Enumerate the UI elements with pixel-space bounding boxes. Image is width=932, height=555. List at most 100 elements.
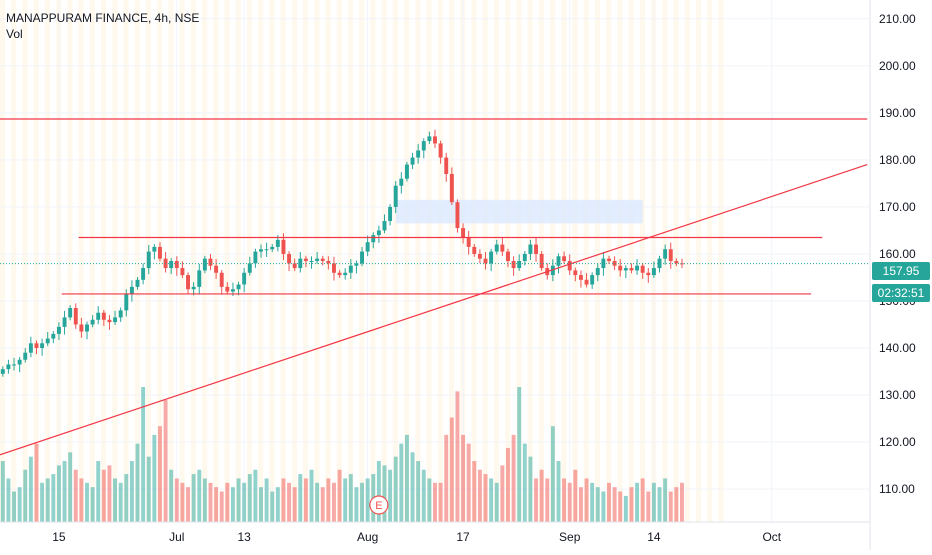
price-tick-label: 190.00 <box>879 106 916 120</box>
session-band <box>639 0 645 522</box>
session-band <box>67 0 73 522</box>
candle-body <box>483 258 488 264</box>
volume-bar <box>17 487 22 522</box>
time-tick-label: 13 <box>237 530 251 544</box>
volume-bar <box>315 482 320 522</box>
session-band <box>179 0 185 522</box>
volume-bar <box>0 461 5 522</box>
volume-bar <box>34 443 39 522</box>
candle-body <box>219 272 224 287</box>
volume-bar <box>174 478 179 522</box>
candle-body <box>376 230 381 236</box>
volume-bar <box>303 478 308 522</box>
volume-bar <box>455 391 460 522</box>
time-tick-label: Oct <box>762 530 781 544</box>
volume-bar <box>556 461 561 522</box>
volume-bar <box>68 452 73 522</box>
candle-body <box>472 246 477 254</box>
candle-body <box>556 256 561 266</box>
candle-body <box>174 261 179 269</box>
volume-bar <box>550 426 555 522</box>
volume-label: Vol <box>6 27 23 41</box>
session-band <box>33 0 39 522</box>
session-band <box>392 0 398 522</box>
candle-body <box>118 310 123 318</box>
candle-body <box>410 157 415 165</box>
volume-bar <box>51 474 56 522</box>
volume-bar <box>404 434 409 522</box>
volume-bar <box>376 461 381 522</box>
candle-body <box>113 317 118 323</box>
session-band <box>235 0 241 522</box>
candle-body <box>607 258 611 261</box>
price-tick-label: 200.00 <box>879 59 916 73</box>
session-band <box>280 0 286 522</box>
session-band <box>11 0 17 522</box>
candle-body <box>62 317 67 327</box>
candle-body <box>489 251 494 264</box>
volume-bar <box>618 491 623 522</box>
volume-bar <box>208 482 213 522</box>
volume-bar <box>146 456 151 522</box>
volume-bar <box>79 478 84 522</box>
candle-body <box>348 265 353 273</box>
session-band <box>415 0 421 522</box>
volume-bar <box>40 482 45 522</box>
volume-bar <box>62 461 67 522</box>
candle-body <box>270 246 275 250</box>
volume-bar <box>399 443 404 522</box>
price-tick-label: 130.00 <box>879 388 916 402</box>
volume-bar <box>219 491 224 522</box>
session-band <box>426 0 432 522</box>
candle-body <box>337 272 342 276</box>
session-band <box>258 0 264 522</box>
price-tick-label: 170.00 <box>879 200 916 214</box>
candle-body <box>623 268 628 271</box>
candle-body <box>438 143 443 158</box>
candle-body <box>595 268 600 276</box>
session-band <box>44 0 50 522</box>
session-band <box>0 0 6 522</box>
chart-legend: MANAPPURAM FINANCE, 4h, NSE Vol <box>6 10 199 42</box>
candle-body <box>651 268 656 276</box>
volume-bar <box>595 487 600 522</box>
session-band <box>572 0 578 522</box>
symbol-title: MANAPPURAM FINANCE, 4h, NSE <box>6 11 200 25</box>
bar-countdown-tag: 02:32:51 <box>872 284 930 302</box>
volume-bar <box>472 461 477 522</box>
candle-body <box>259 249 263 252</box>
session-band <box>471 0 477 522</box>
candle-body <box>40 343 45 348</box>
volume-bar <box>623 495 628 522</box>
candle-body <box>427 136 432 142</box>
candle-body <box>590 275 595 285</box>
candle-body <box>668 249 673 261</box>
session-band <box>707 0 713 522</box>
volume-bar <box>449 417 454 522</box>
session-band <box>123 0 129 522</box>
volume-bar <box>107 465 112 522</box>
candle-body <box>573 270 578 276</box>
volume-bar <box>635 482 640 522</box>
volume-bar <box>668 491 673 522</box>
time-tick-label: Aug <box>357 530 378 544</box>
session-band <box>437 0 443 522</box>
candle-body <box>371 235 376 243</box>
candle-body <box>287 253 292 264</box>
volume-bar <box>292 487 297 522</box>
candle-body <box>247 263 252 273</box>
candle-body <box>129 286 134 294</box>
volume-bar <box>281 478 286 522</box>
time-tick-label: 17 <box>456 530 470 544</box>
volume-bar <box>332 482 336 522</box>
candle-body <box>6 364 11 370</box>
volume-bar <box>124 474 129 522</box>
volume-bar <box>287 482 292 522</box>
volume-bar <box>180 482 185 522</box>
candle-body <box>23 352 28 360</box>
volume-bar <box>393 456 398 522</box>
candle-body <box>197 270 202 287</box>
volume-bar <box>141 387 146 522</box>
